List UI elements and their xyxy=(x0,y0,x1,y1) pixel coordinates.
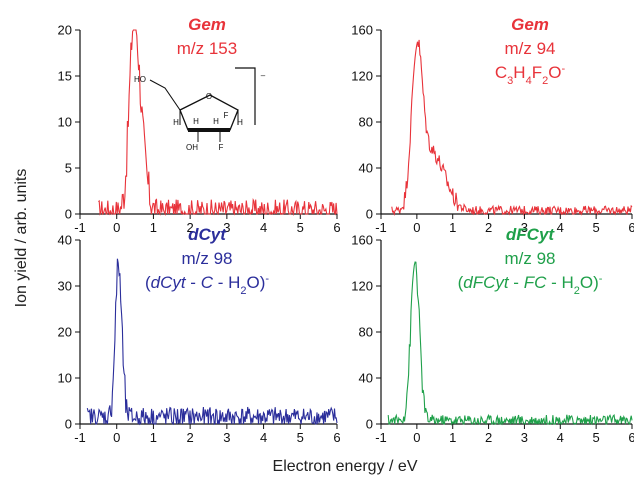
y-tick-label: 5 xyxy=(65,161,72,176)
y-tick-label: 0 xyxy=(65,207,72,222)
x-tick-label: 6 xyxy=(333,220,340,235)
x-tick-label: 1 xyxy=(150,220,157,235)
y-tick-label: 120 xyxy=(351,279,373,294)
mass-label: m/z 98 xyxy=(504,249,555,268)
atom-label: F xyxy=(219,143,224,152)
x-tick-label: 5 xyxy=(593,430,600,445)
anion-bracket xyxy=(235,67,256,125)
mass-label: m/z 94 xyxy=(504,39,555,58)
x-tick-label: 5 xyxy=(297,430,304,445)
x-tick-label: -1 xyxy=(375,430,387,445)
atom-label: H xyxy=(237,118,243,127)
spectrum-trace xyxy=(387,261,633,426)
x-tick-label: -1 xyxy=(74,220,86,235)
spectrum-trace xyxy=(86,258,338,426)
x-tick-label: 3 xyxy=(223,430,230,445)
y-tick-label: 120 xyxy=(351,69,373,84)
y-tick-label: 160 xyxy=(351,233,373,248)
x-tick-label: 6 xyxy=(628,430,634,445)
y-tick-label: 0 xyxy=(366,207,373,222)
x-tick-label: 0 xyxy=(113,430,120,445)
atom-label: H xyxy=(193,117,199,126)
x-tick-label: 6 xyxy=(628,220,634,235)
y-tick-label: 80 xyxy=(359,115,373,130)
y-tick-label: 40 xyxy=(58,233,72,248)
fragment-label: C3H4F2O- xyxy=(495,63,566,87)
compound-name: dFCyt xyxy=(506,225,556,244)
y-tick-label: 20 xyxy=(58,23,72,38)
x-tick-label: 2 xyxy=(187,220,194,235)
ch2-bond xyxy=(149,79,181,111)
y-tick-label: 30 xyxy=(58,279,72,294)
x-tick-label: 3 xyxy=(223,220,230,235)
y-tick-label: 10 xyxy=(58,115,72,130)
x-tick-label: 2 xyxy=(187,430,194,445)
atom-label: H xyxy=(173,118,179,127)
atom-label: O xyxy=(206,92,212,101)
y-tick-label: 10 xyxy=(58,371,72,386)
x-tick-label: 2 xyxy=(485,430,492,445)
x-tick-label: 0 xyxy=(113,220,120,235)
x-tick-label: 4 xyxy=(260,430,267,445)
x-axis-title: Electron energy / eV xyxy=(273,458,418,475)
y-axis-title: Ion yield / arb. units xyxy=(13,169,30,308)
mass-label: m/z 153 xyxy=(177,39,237,58)
atom-label: – xyxy=(261,71,266,80)
x-tick-label: 1 xyxy=(150,430,157,445)
x-tick-label: 0 xyxy=(413,220,420,235)
y-tick-label: 0 xyxy=(65,417,72,432)
y-tick-label: 40 xyxy=(359,371,373,386)
x-tick-label: 1 xyxy=(449,430,456,445)
mass-label: m/z 98 xyxy=(181,249,232,268)
atom-label: HO xyxy=(134,75,146,84)
ring-bond xyxy=(179,94,239,131)
x-tick-label: 6 xyxy=(333,430,340,445)
x-tick-label: 2 xyxy=(485,220,492,235)
fragment-label: (dFCyt - FC - H2O)- xyxy=(458,273,603,297)
y-tick-label: 0 xyxy=(366,417,373,432)
compound-name: Gem xyxy=(188,15,226,34)
y-tick-label: 15 xyxy=(58,69,72,84)
x-tick-label: 0 xyxy=(413,430,420,445)
spectrum-trace xyxy=(391,39,633,217)
x-tick-label: -1 xyxy=(74,430,86,445)
atom-label: F xyxy=(224,111,229,120)
x-tick-label: 3 xyxy=(521,220,528,235)
x-tick-label: 4 xyxy=(557,220,564,235)
atom-label: H xyxy=(213,117,219,126)
y-tick-label: 80 xyxy=(359,325,373,340)
fragment-label: (dCyt - C - H2O)- xyxy=(145,273,269,297)
x-tick-label: 4 xyxy=(260,220,267,235)
y-tick-label: 40 xyxy=(359,161,373,176)
x-tick-label: 5 xyxy=(297,220,304,235)
x-tick-label: 4 xyxy=(557,430,564,445)
compound-name: Gem xyxy=(511,15,549,34)
compound-name: dCyt xyxy=(188,225,227,244)
y-tick-label: 160 xyxy=(351,23,373,38)
x-tick-label: 1 xyxy=(449,220,456,235)
substituent-bond xyxy=(179,110,239,142)
atom-label: OH xyxy=(186,143,198,152)
x-tick-label: 5 xyxy=(593,220,600,235)
spectrum-trace xyxy=(98,29,338,217)
x-tick-label: -1 xyxy=(375,220,387,235)
y-tick-label: 20 xyxy=(58,325,72,340)
x-tick-label: 3 xyxy=(521,430,528,445)
